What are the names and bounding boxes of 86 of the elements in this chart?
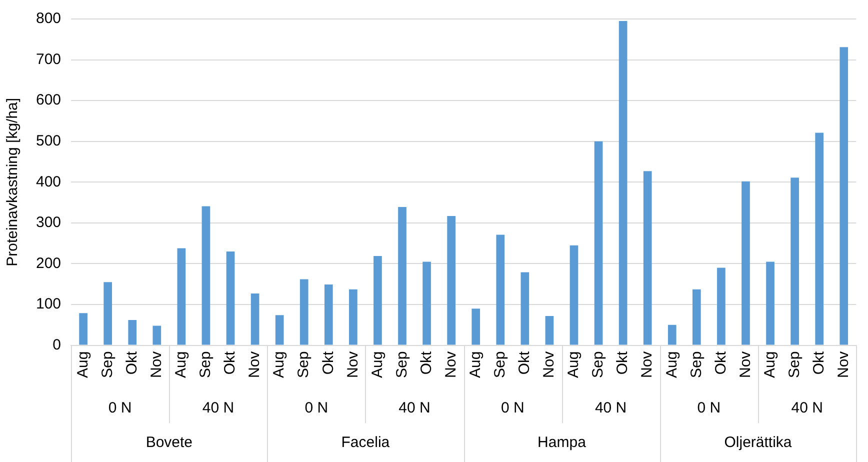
- bar: [840, 47, 848, 345]
- text: Facelia: [341, 434, 390, 451]
- x-tick-label: Okt: [516, 350, 534, 375]
- y-tick-label: 200: [36, 254, 62, 272]
- bar: [570, 245, 578, 345]
- bar: [202, 206, 210, 345]
- text: 40 N: [791, 399, 823, 416]
- y-tick-label: 400: [36, 173, 62, 190]
- text: Bovete: [146, 434, 193, 451]
- bar: [398, 207, 406, 345]
- text: 0 N: [697, 399, 721, 416]
- y-tick-label: 700: [36, 50, 62, 68]
- bar: [79, 313, 88, 345]
- text: 0 N: [304, 399, 328, 416]
- bar: [692, 289, 701, 345]
- bar: [472, 308, 480, 345]
- x-tick-label: Okt: [614, 350, 632, 375]
- x-tick-label: Sep: [393, 351, 410, 378]
- x-tick-label: Aug: [466, 351, 484, 378]
- x-tick-label: Sep: [492, 351, 509, 378]
- bar: [152, 326, 162, 345]
- bar: [766, 262, 774, 345]
- bar: [300, 279, 308, 345]
- x-tick-label: Aug: [368, 351, 386, 378]
- bar: [520, 272, 530, 345]
- bar: [496, 234, 505, 345]
- bar: [790, 178, 799, 345]
- x-tick-label: Nov: [344, 350, 362, 378]
- x-tick-label: Sep: [98, 351, 116, 378]
- bar: [815, 132, 824, 345]
- x-tick-label: Nov: [835, 350, 852, 378]
- bar: [104, 282, 112, 345]
- y-tick-label: 300: [36, 214, 62, 232]
- text: 40 N: [398, 399, 430, 416]
- bar: [349, 289, 358, 345]
- x-tick-label: Nov: [540, 350, 558, 378]
- x-tick-label: Aug: [663, 351, 680, 378]
- x-tick-label: Okt: [222, 350, 239, 375]
- x-tick-label: Aug: [270, 351, 288, 378]
- y-tick-label: 800: [36, 10, 62, 28]
- x-tick-label: Nov: [442, 350, 460, 378]
- x-tick-label: Nov: [246, 350, 264, 378]
- y-tick-label: 0: [52, 336, 62, 354]
- bar: [545, 316, 554, 345]
- bar: [250, 294, 260, 345]
- y-tick-label: 500: [36, 132, 62, 150]
- bar: [374, 256, 382, 345]
- y-tick-label: 100: [36, 296, 62, 313]
- text: 0 N: [500, 399, 524, 416]
- bar: [594, 141, 603, 345]
- bar: [668, 324, 676, 345]
- bar: [643, 171, 652, 345]
- bar: [128, 320, 137, 345]
- x-tick-label: Nov: [148, 350, 166, 378]
- bar: [422, 262, 431, 345]
- bar: [275, 315, 284, 345]
- x-tick-label: Okt: [712, 350, 730, 375]
- x-tick-label: Okt: [810, 350, 828, 375]
- bar: [742, 181, 750, 345]
- x-tick-label: Aug: [74, 351, 92, 378]
- x-tick-label: Sep: [295, 351, 312, 378]
- x-tick-label: Okt: [320, 350, 337, 375]
- text: 0 N: [108, 399, 132, 416]
- x-tick-label: Sep: [590, 351, 607, 378]
- text: Hampa: [538, 434, 587, 451]
- y-tick-label: 600: [36, 92, 62, 109]
- x-tick-label: Sep: [688, 351, 705, 378]
- text: 40 N: [594, 399, 627, 416]
- bar: [177, 248, 186, 345]
- bar: [447, 216, 456, 345]
- x-tick-label: Okt: [418, 350, 435, 375]
- x-tick-label: Aug: [172, 351, 190, 378]
- x-tick-label: Sep: [786, 351, 803, 378]
- y-axis-title: Proteinavkastning [kg/ha]: [4, 98, 22, 266]
- x-tick-label: Aug: [761, 351, 778, 378]
- x-tick-label: Nov: [638, 350, 656, 378]
- x-tick-label: Aug: [565, 351, 582, 378]
- bar: [226, 251, 235, 345]
- x-tick-label: Okt: [124, 350, 141, 375]
- x-tick-label: Nov: [736, 350, 754, 378]
- bar: [324, 284, 333, 345]
- bar: [717, 268, 726, 345]
- bar: [618, 21, 628, 345]
- text: 40 N: [202, 399, 234, 416]
- x-tick-label: Sep: [197, 351, 214, 378]
- text: Oljerättika: [724, 434, 792, 451]
